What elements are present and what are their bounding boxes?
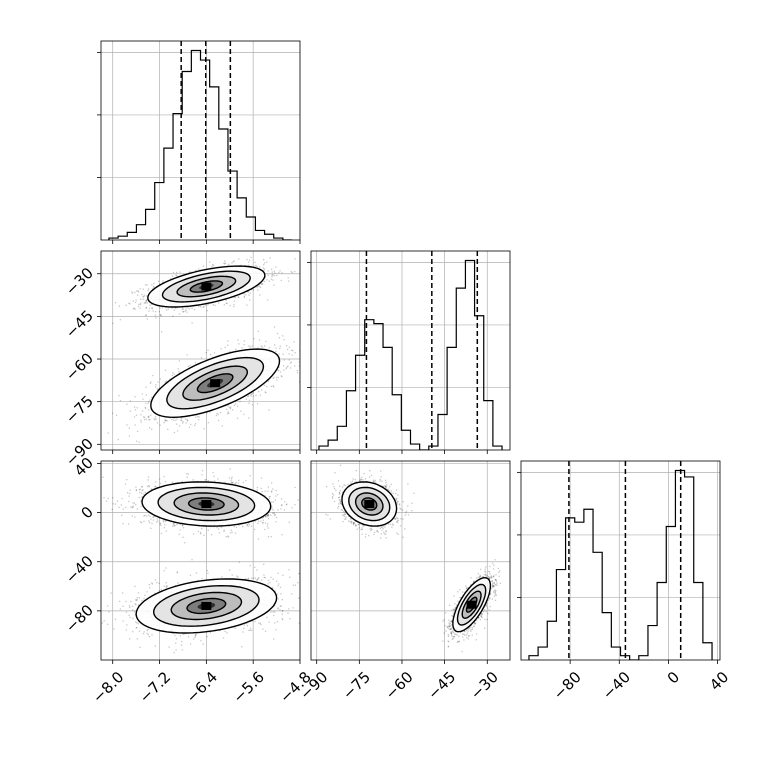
x-tick-label: 40 bbox=[706, 668, 732, 694]
scatter-panel-2-1 bbox=[310, 460, 511, 664]
scatter-panel-1-0 bbox=[97, 250, 301, 454]
density-peak bbox=[201, 601, 212, 610]
density-contours-1-0 bbox=[141, 481, 272, 527]
x-tick-label: 0 bbox=[664, 668, 683, 687]
x-tick-label: −5.6 bbox=[229, 668, 267, 706]
density-contours-0-1 bbox=[150, 348, 281, 419]
density-peak bbox=[466, 600, 477, 609]
x-tick-label: −6.4 bbox=[183, 668, 221, 706]
density-peak bbox=[201, 499, 212, 508]
x-tick-label: −60 bbox=[382, 668, 417, 703]
scatter-panel-2-0 bbox=[97, 460, 301, 664]
x-tick-label: −45 bbox=[424, 668, 459, 703]
density-contours-2-0 bbox=[341, 481, 398, 527]
x-tick-label: −30 bbox=[467, 668, 502, 703]
y-tick-label: −45 bbox=[62, 307, 97, 342]
scatter-1-frame bbox=[100, 460, 301, 661]
histogram-panel-1 bbox=[307, 250, 511, 454]
y-tick-label: −80 bbox=[62, 601, 97, 636]
density-peak bbox=[210, 379, 221, 388]
x-tick-label: −75 bbox=[339, 668, 374, 703]
x-tick-label: −80 bbox=[550, 668, 585, 703]
histogram-0-frame bbox=[100, 40, 301, 241]
density-peak bbox=[201, 282, 212, 291]
histogram-bars-2 bbox=[528, 469, 713, 660]
density-peak bbox=[364, 499, 375, 508]
density-contours-2-1 bbox=[452, 576, 492, 633]
histogram-1-frame bbox=[310, 250, 511, 451]
histogram-2-frame bbox=[520, 460, 721, 661]
scatter-0-frame bbox=[100, 250, 301, 451]
y-tick-label: −40 bbox=[62, 552, 97, 587]
y-tick-label: −30 bbox=[62, 264, 97, 299]
histogram-panel-2 bbox=[517, 460, 721, 664]
x-tick-label: −8.0 bbox=[89, 668, 127, 706]
y-tick-label: −75 bbox=[62, 392, 97, 427]
y-tick-label: −60 bbox=[62, 349, 97, 384]
scatter-2-frame bbox=[310, 460, 511, 661]
histogram-panel-0 bbox=[97, 40, 301, 244]
x-tick-label: −7.2 bbox=[136, 668, 174, 706]
histogram-bars-1 bbox=[318, 259, 503, 450]
density-contours-1-1 bbox=[135, 578, 278, 634]
x-tick-label: −40 bbox=[599, 668, 634, 703]
histogram-bars-0 bbox=[108, 49, 293, 240]
y-tick-label: 0 bbox=[78, 503, 97, 522]
density-contours-0-0 bbox=[147, 265, 266, 308]
